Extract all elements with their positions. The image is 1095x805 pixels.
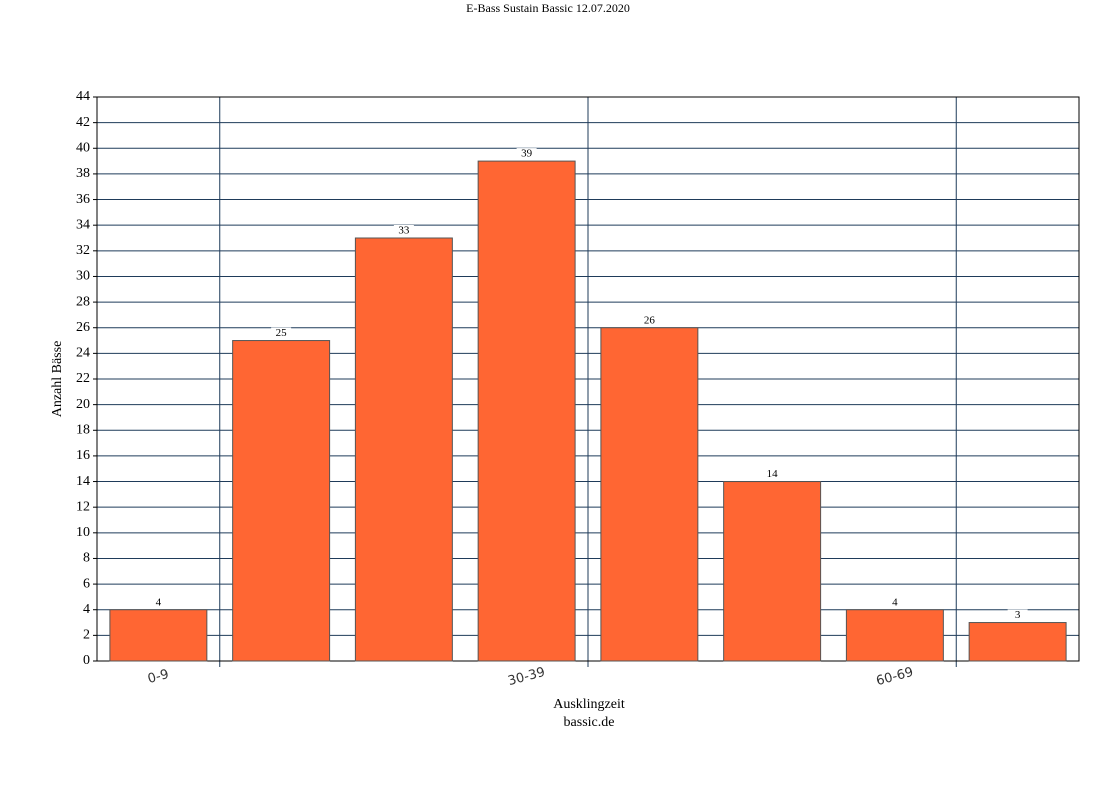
y-tick-label: 4: [83, 602, 90, 617]
x-tick-label: 60-69: [875, 665, 915, 689]
x-tick-label: 30-39: [506, 665, 546, 689]
y-axis-label: Anzahl Bässe: [50, 341, 65, 418]
y-tick-label: 26: [76, 320, 90, 335]
y-tick-label: 20: [76, 397, 90, 412]
bar: [600, 327, 699, 662]
bar: [232, 340, 331, 662]
bar: [845, 609, 944, 662]
y-tick-label: 32: [76, 243, 90, 258]
y-tick-label: 0: [83, 653, 90, 668]
value-label-box: [148, 596, 169, 608]
y-tick-label: 40: [76, 140, 90, 155]
y-tick-label: 8: [83, 551, 90, 566]
value-label: 14: [767, 468, 779, 480]
y-tick-label: 6: [83, 576, 90, 591]
y-tick-label: 42: [76, 115, 90, 130]
y-tick-label: 2: [83, 628, 90, 643]
bar: [477, 160, 576, 662]
y-tick-label: 16: [76, 448, 90, 463]
bar: [968, 622, 1067, 662]
x-axis-label: Ausklingzeit: [553, 697, 625, 712]
y-tick-label: 38: [76, 166, 90, 181]
y-tick-label: 18: [76, 422, 90, 437]
value-label-box: [393, 225, 414, 236]
plot-frame: [96, 96, 1080, 662]
bar: [354, 237, 453, 662]
value-label-box: [516, 148, 537, 160]
value-label: 3: [1015, 609, 1021, 621]
y-tick-label: 14: [76, 474, 90, 489]
y-tick-label: 36: [76, 192, 90, 207]
y-tick-label: 28: [76, 294, 90, 309]
value-label-box: [639, 314, 660, 326]
y-tick-label: 10: [76, 525, 90, 540]
y-tick-label: 44: [76, 89, 90, 104]
x-tick-label: 0-9: [146, 667, 170, 687]
chart-title: E-Bass Sustain Bassic 12.07.2020: [466, 1, 630, 15]
bar: [109, 609, 208, 662]
y-tick-label: 22: [76, 371, 90, 386]
value-label: 39: [521, 148, 533, 160]
y-tick-label: 30: [76, 269, 90, 284]
y-tick-label: 24: [76, 346, 90, 361]
bar: [723, 481, 822, 662]
value-label-box: [271, 327, 292, 339]
y-tick-label: 34: [76, 217, 90, 232]
value-label-box: [762, 468, 783, 480]
value-label: 26: [644, 314, 656, 326]
value-label-box: [884, 596, 905, 608]
y-tick-label: 12: [76, 499, 90, 514]
chart-subtitle: bassic.de: [564, 715, 615, 730]
value-label: 25: [276, 327, 288, 339]
value-label-box: [1007, 609, 1028, 621]
value-label: 4: [892, 596, 898, 608]
value-label: 4: [156, 596, 162, 608]
value-label: 33: [398, 225, 410, 237]
